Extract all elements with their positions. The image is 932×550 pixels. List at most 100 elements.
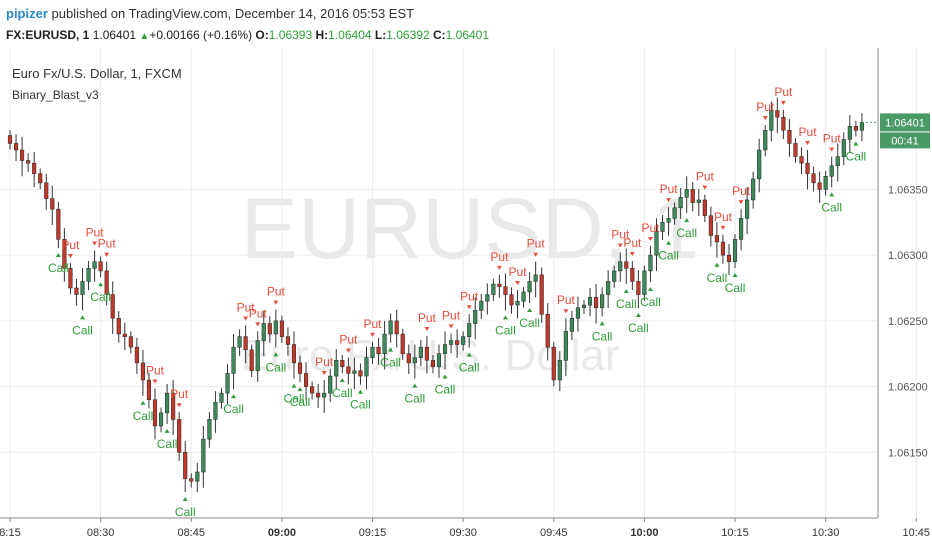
- put-label: Put: [623, 236, 642, 250]
- call-arrow-icon: [164, 428, 170, 433]
- call-arrow-icon: [182, 496, 188, 501]
- call-label: Call: [223, 402, 244, 416]
- publish-info: published on TradingView.com, December 1…: [51, 6, 415, 21]
- candle-body: [841, 139, 846, 157]
- candle-body: [612, 270, 617, 282]
- put-label: Put: [527, 237, 546, 251]
- candle-body: [551, 346, 556, 381]
- candle-body: [455, 340, 460, 345]
- x-tick-label: 09:30: [449, 527, 477, 539]
- put-arrow-icon: [563, 309, 569, 314]
- candle-body: [358, 370, 363, 377]
- put-label: Put: [641, 221, 660, 235]
- candle-body: [249, 349, 254, 372]
- candle-body: [775, 110, 780, 118]
- put-label: Put: [696, 170, 715, 184]
- call-label: Call: [459, 361, 480, 375]
- x-tick-label: 08:45: [177, 527, 205, 539]
- call-arrow-icon: [80, 315, 86, 320]
- candle-body: [660, 222, 665, 232]
- put-label: Put: [714, 210, 733, 224]
- call-label: Call: [332, 386, 353, 400]
- candle-body: [696, 199, 701, 203]
- candle-body: [316, 392, 321, 398]
- call-arrow-icon: [829, 192, 835, 197]
- call-label: Call: [846, 150, 867, 164]
- candle-body: [757, 149, 762, 180]
- candle-body: [430, 360, 435, 368]
- candle-body: [515, 300, 520, 306]
- candle-body: [237, 336, 242, 348]
- high-value: 1.06404: [328, 28, 372, 42]
- call-label: Call: [592, 329, 613, 343]
- candle-body: [479, 300, 484, 311]
- call-arrow-icon: [442, 374, 448, 379]
- candle-body: [587, 296, 593, 306]
- put-label: Put: [339, 333, 358, 347]
- x-tick-label: 09:45: [540, 527, 568, 539]
- username-link[interactable]: pipizer: [6, 6, 48, 21]
- candle-body: [732, 239, 738, 262]
- put-arrow-icon: [533, 252, 539, 257]
- candle-body: [219, 392, 224, 403]
- candle-body: [50, 198, 55, 210]
- candle-body: [829, 165, 834, 177]
- close-label: C:: [432, 28, 446, 42]
- candle-body: [672, 207, 677, 219]
- put-arrow-icon: [617, 243, 623, 248]
- put-label: Put: [364, 317, 383, 331]
- candle-body: [720, 241, 726, 256]
- call-arrow-icon: [273, 352, 279, 357]
- price-tag: [880, 113, 930, 132]
- candles: [7, 97, 864, 493]
- call-arrow-icon: [635, 312, 641, 317]
- call-label: Call: [676, 226, 697, 240]
- candle-body: [503, 286, 508, 295]
- candle-body: [799, 156, 804, 164]
- candle-body: [104, 270, 109, 295]
- put-label: Put: [460, 289, 479, 303]
- candle-body: [654, 231, 659, 256]
- candle-body: [189, 478, 194, 482]
- candle-body: [805, 162, 810, 174]
- indicator-name[interactable]: Binary_Blast_v3: [12, 88, 99, 102]
- call-label: Call: [72, 323, 93, 337]
- call-arrow-icon: [140, 400, 146, 405]
- put-label: Put: [86, 226, 105, 240]
- put-label: Put: [490, 250, 509, 264]
- call-label: Call: [284, 392, 305, 406]
- call-arrow-icon: [339, 378, 345, 383]
- candle-body: [606, 281, 611, 295]
- call-arrow-icon: [666, 240, 672, 245]
- candle-body: [569, 317, 574, 332]
- y-tick-label: 1.06200: [888, 382, 928, 394]
- candle-body: [340, 360, 345, 368]
- put-label: Put: [237, 300, 256, 314]
- put-label: Put: [146, 364, 165, 378]
- candle-body: [418, 346, 423, 358]
- candle-body: [364, 357, 369, 377]
- candle-body: [261, 323, 266, 341]
- put-label: Put: [509, 265, 528, 279]
- put-arrow-icon: [647, 236, 653, 241]
- put-label: Put: [732, 184, 751, 198]
- candle-body: [600, 294, 605, 308]
- put-label: Put: [823, 132, 842, 146]
- call-label: Call: [658, 249, 679, 263]
- candle-body: [122, 333, 127, 337]
- candle-body: [575, 307, 581, 319]
- candle-body: [509, 294, 514, 306]
- call-arrow-icon: [412, 383, 418, 388]
- candle-body: [195, 471, 200, 482]
- grid: [0, 48, 917, 518]
- candle-body: [32, 162, 37, 174]
- candle-body: [171, 392, 176, 420]
- candle-body: [473, 310, 478, 324]
- candle-body: [346, 366, 351, 374]
- watermark-sub: Euro Fx/U.S. Dollar: [241, 331, 620, 380]
- candle-body: [98, 261, 103, 272]
- candle-body: [183, 452, 188, 479]
- candle-body: [134, 346, 139, 364]
- put-label: Put: [756, 100, 775, 114]
